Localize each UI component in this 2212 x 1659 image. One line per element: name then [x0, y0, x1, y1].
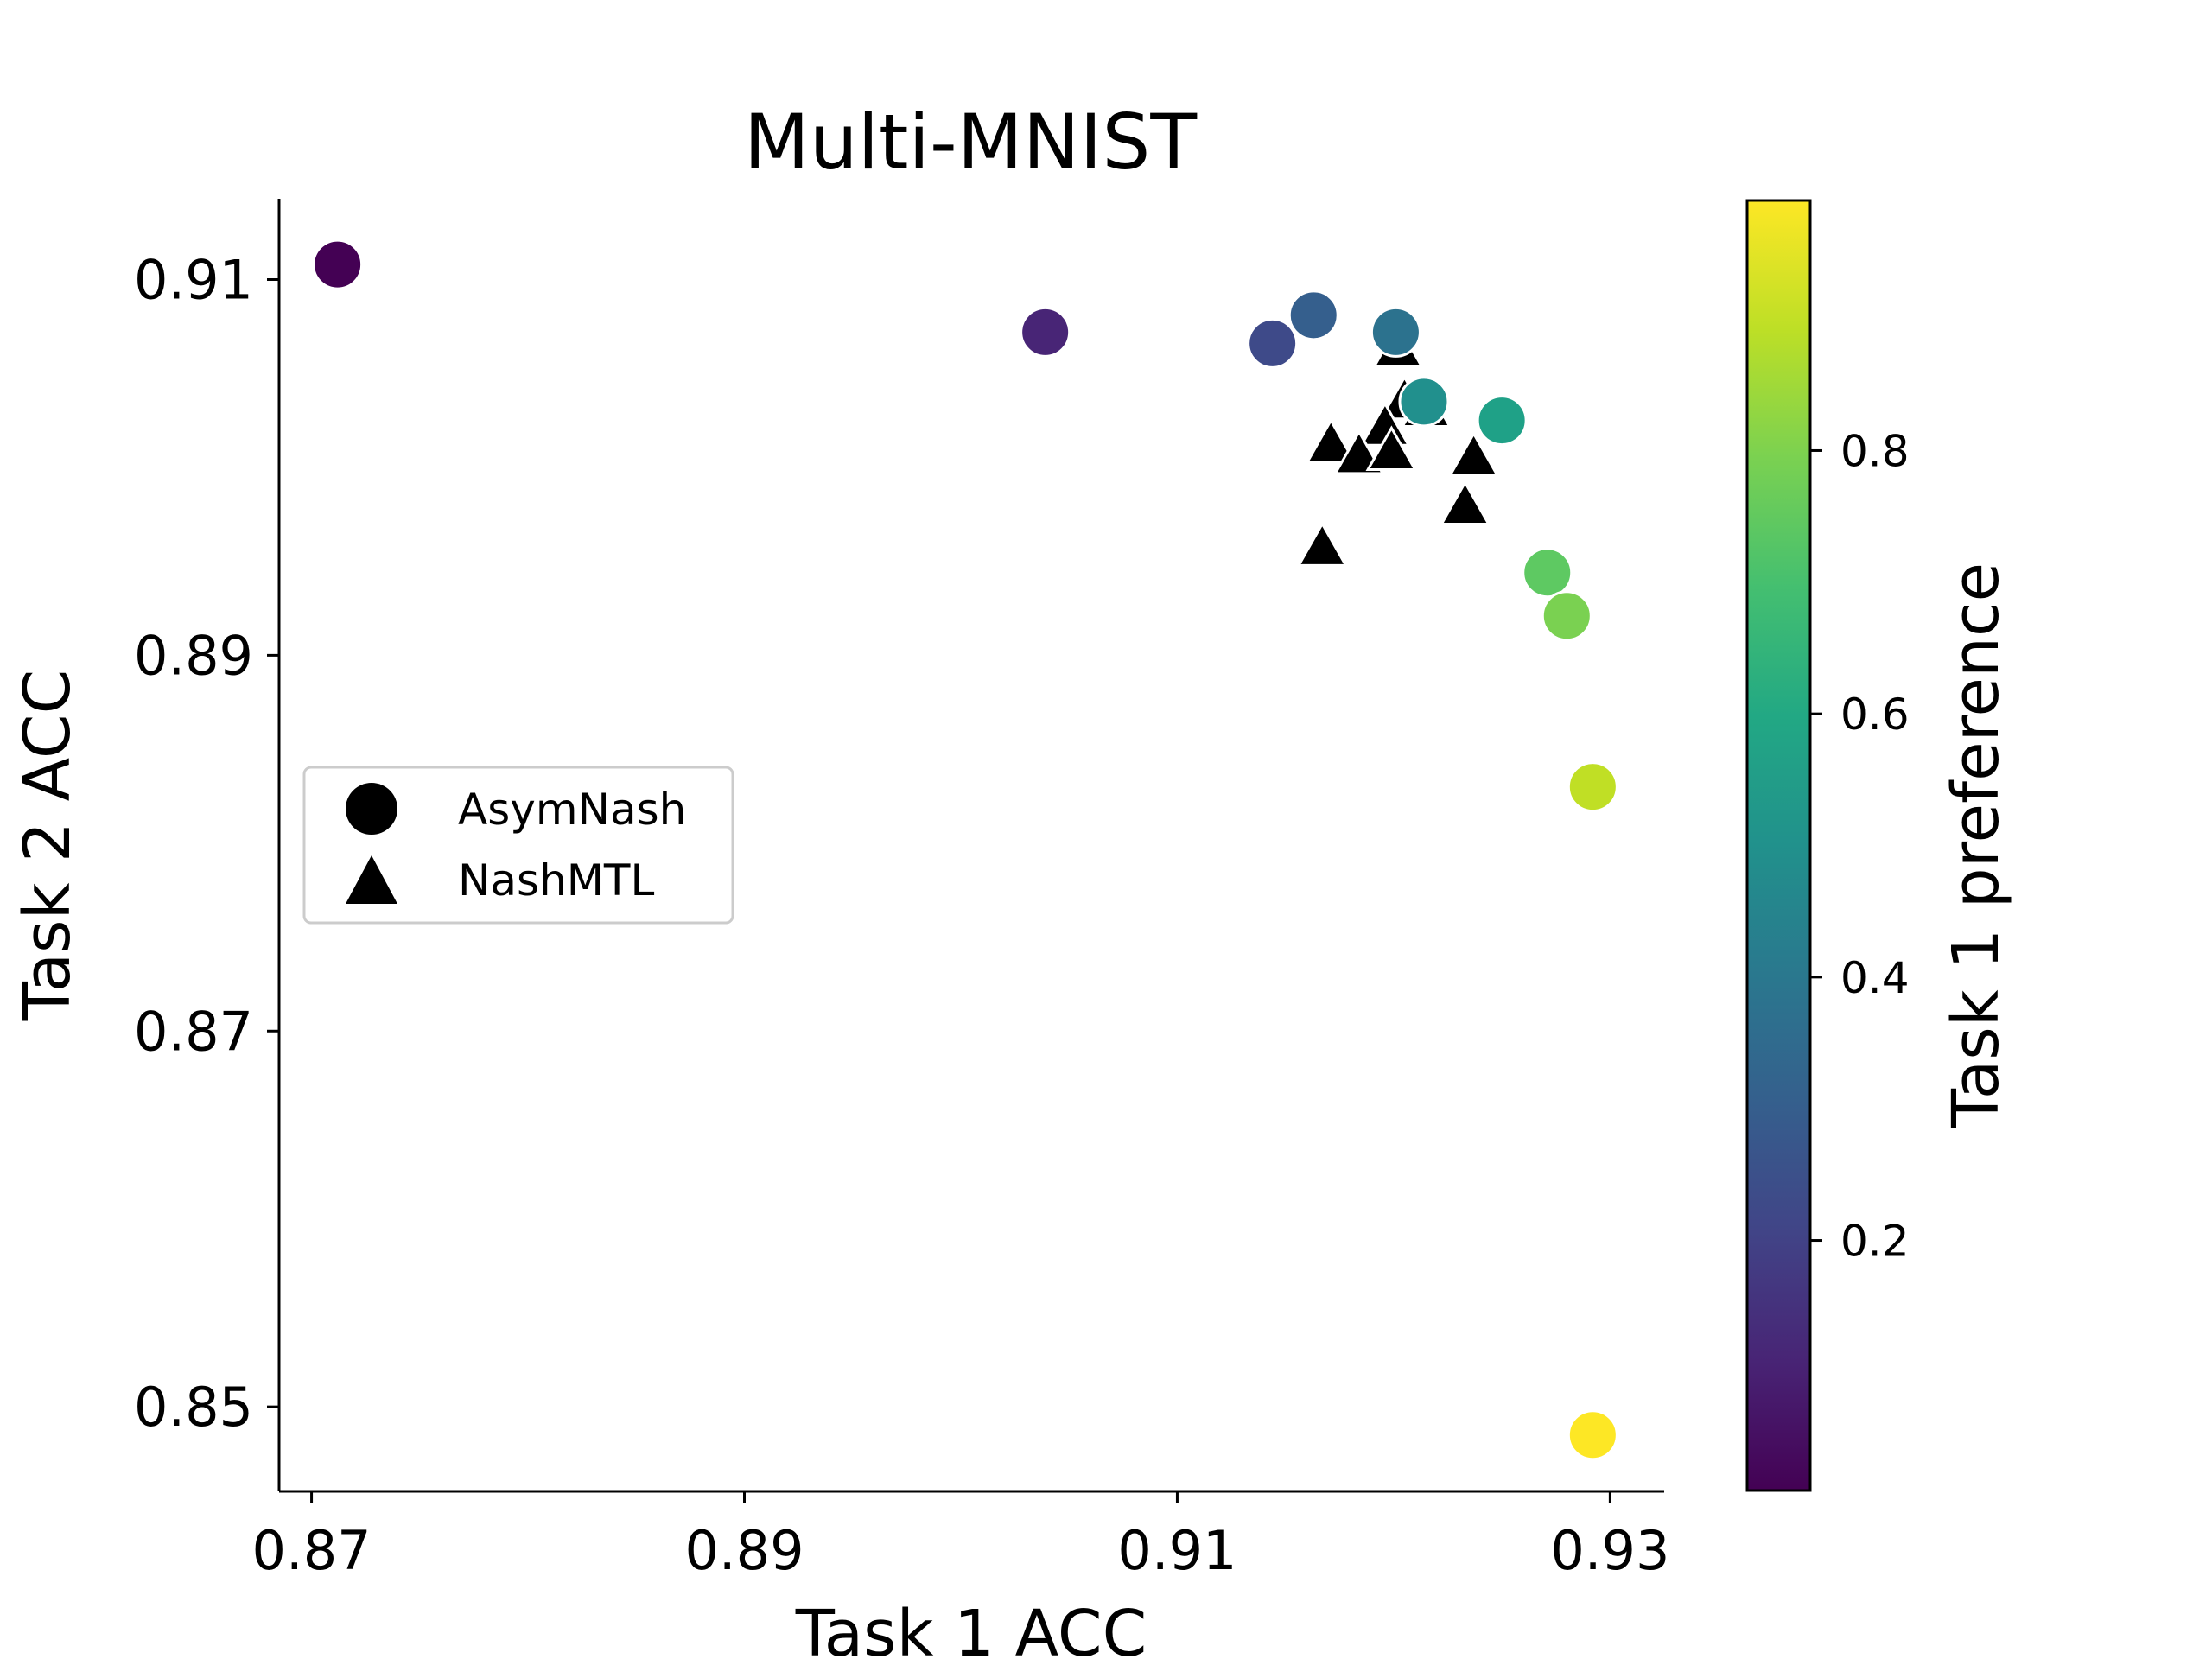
asymnash-point [1370, 306, 1421, 358]
y-axis-label: Task 2 ACC [10, 670, 85, 1022]
asymnash-point [1522, 547, 1573, 599]
legend-circle-marker [346, 783, 397, 835]
asymnash-point [1020, 306, 1071, 358]
y-tick-label: 0.89 [134, 624, 253, 687]
asymnash-point [1287, 289, 1339, 341]
legend-frame [302, 766, 734, 925]
colorbar-ticks: 0.2 0.4 0.6 0.8 [1810, 426, 1910, 1267]
legend-triangle-marker [346, 855, 397, 904]
chart-title: Multi-MNIST [744, 98, 1198, 187]
nashmtl-point [1305, 417, 1357, 464]
nashmtl-point [1296, 521, 1349, 567]
y-tick-label: 0.91 [134, 249, 253, 312]
colorbar-label: Task 1 preference [1939, 563, 2013, 1128]
nashmtl-point [1439, 480, 1491, 526]
legend-label-nashmtl: NashMTL [458, 855, 654, 906]
nashmtl-point [1365, 425, 1418, 471]
plot-area [312, 238, 1618, 1461]
asymnash-point [312, 238, 364, 290]
colorbar-tick-label: 0.4 [1840, 953, 1910, 1003]
y-axis-ticks: 0.85 0.87 0.89 0.91 [134, 249, 279, 1439]
x-tick-label: 0.89 [684, 1519, 804, 1582]
colorbar-tick-label: 0.2 [1840, 1217, 1910, 1267]
colorbar-tick-label: 0.6 [1840, 690, 1910, 740]
asymnash-point [1398, 376, 1450, 428]
asymnash-point [1567, 1409, 1618, 1461]
legend-label-asymnash: AsymNash [458, 785, 686, 835]
x-tick-label: 0.87 [252, 1519, 372, 1582]
legend: AsymNash NashMTL [302, 766, 734, 925]
x-tick-label: 0.93 [1550, 1519, 1669, 1582]
colorbar-tick-label: 0.8 [1840, 426, 1910, 476]
asymnash-point [1541, 590, 1592, 642]
asymnash-point [1247, 317, 1299, 369]
colorbar-gradient [1745, 199, 1812, 1492]
x-axis-label: Task 1 ACC [795, 1597, 1147, 1659]
x-tick-label: 0.91 [1117, 1519, 1236, 1582]
y-tick-label: 0.87 [134, 1000, 253, 1063]
asymnash-point [1567, 761, 1618, 813]
x-axis-ticks: 0.87 0.89 0.91 0.93 [252, 1491, 1669, 1582]
asymnash-point [1476, 395, 1528, 447]
colorbar: 0.2 0.4 0.6 0.8 Task 1 preference [1745, 199, 2013, 1492]
y-tick-label: 0.85 [134, 1376, 253, 1439]
nashmtl-point [1447, 430, 1500, 477]
